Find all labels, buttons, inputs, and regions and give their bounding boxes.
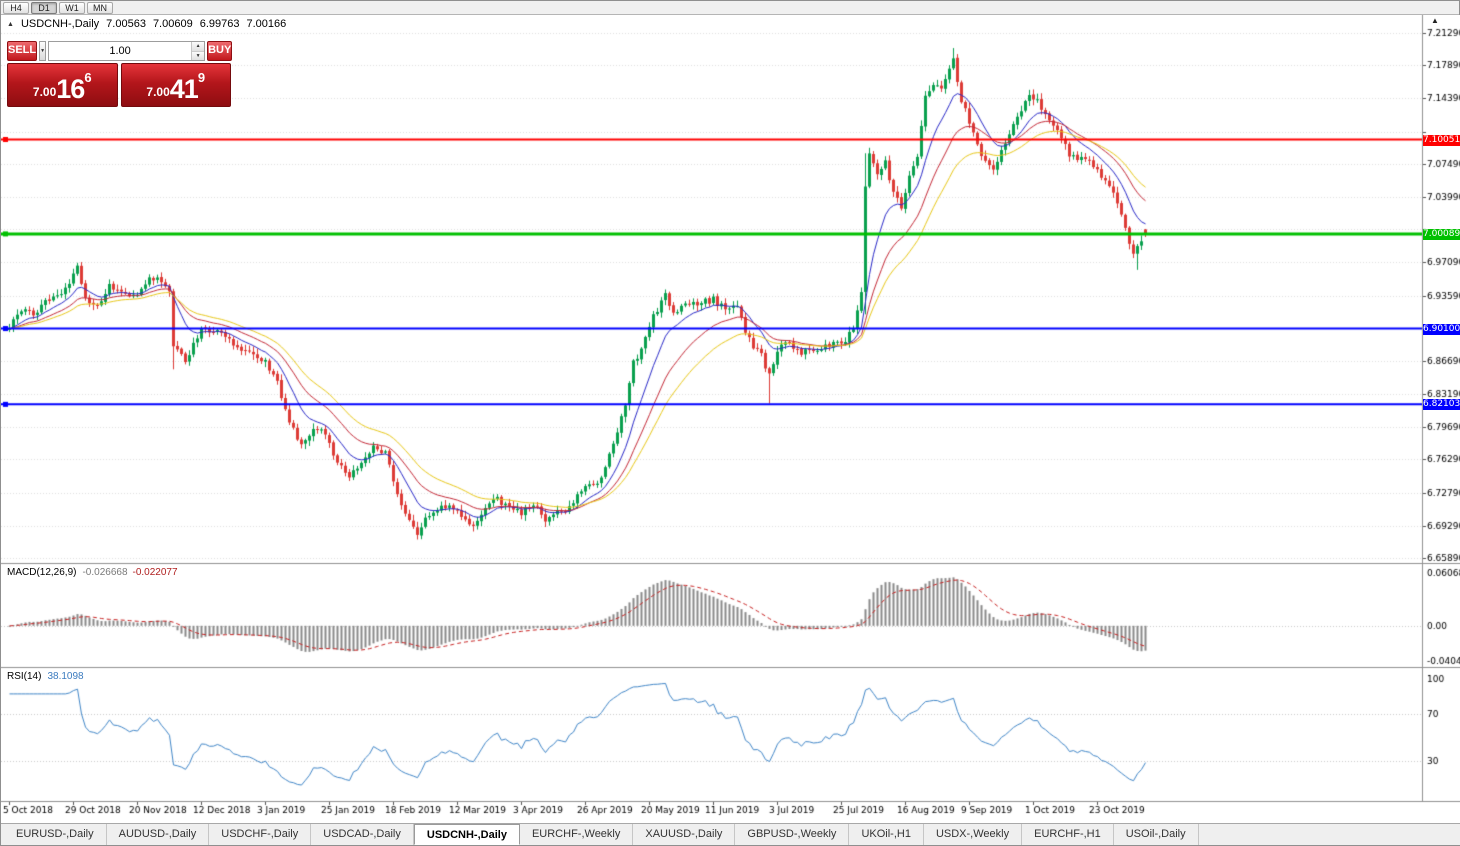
chart-tab-audusd-daily[interactable]: AUDUSD-,Daily <box>107 824 210 845</box>
chart-title: ▲ USDCNH-,Daily 7.00563 7.00609 6.99763 … <box>7 18 286 30</box>
chart-tab-usoil-daily[interactable]: USOil-,Daily <box>1114 824 1199 845</box>
timeframe-button-d1[interactable]: D1 <box>31 1 57 14</box>
chart-tab-eurchf-weekly[interactable]: EURCHF-,Weekly <box>520 824 634 845</box>
sell-button[interactable]: SELL <box>7 41 38 61</box>
macd-main-value: -0.026668 <box>82 567 128 578</box>
chart-tab-bar: EURUSD-,Daily AUDUSD-,Daily USDCHF-,Daily U… <box>1 823 1460 845</box>
buy-button[interactable]: BUY <box>207 41 233 61</box>
macd-indicator-label: MACD(12,26,9) -0.026668 -0.022077 <box>7 567 178 578</box>
chart-window: ▲ USDCNH-,Daily 7.00563 7.00609 6.99763 … <box>1 15 1460 825</box>
chart-tab-gbpusd-weekly[interactable]: GBPUSD-,Weekly <box>735 824 850 845</box>
timeframe-button-mn[interactable]: MN <box>87 1 113 14</box>
chart-tab-usdcnh-daily[interactable]: USDCNH-,Daily <box>413 824 520 845</box>
buy-price-tile[interactable]: 7.00 41 9 <box>120 63 231 107</box>
volume-spinner: ▲ ▼ <box>191 42 205 60</box>
hline-price-label-3: 6.90100 <box>1423 324 1460 335</box>
buy-price-big: 41 <box>169 74 199 104</box>
volume-increase-button[interactable]: ▲ <box>192 42 205 52</box>
ohlc-high: 7.00609 <box>152 18 193 30</box>
hline-price-label-1: 7.10051 <box>1423 135 1460 146</box>
ohlc-low: 6.99763 <box>199 18 240 30</box>
chart-tab-usdchf-daily[interactable]: USDCHF-,Daily <box>209 824 312 845</box>
sell-price-tile[interactable]: 7.00 16 6 <box>7 63 118 107</box>
hline-price-label-2: 7.00089 <box>1423 229 1460 240</box>
chart-tab-eurusd-daily[interactable]: EURUSD-,Daily <box>4 824 107 845</box>
volume-field: ▲ ▼ <box>48 41 206 61</box>
scale-collapse-icon[interactable]: ▲ <box>1431 16 1439 25</box>
ohlc-open: 7.00563 <box>106 18 146 30</box>
chart-symbol-period: USDCNH-,Daily <box>20 18 100 30</box>
price-chart-canvas[interactable] <box>1 15 1460 825</box>
sell-price-pipette: 6 <box>84 70 92 85</box>
chart-icon: ▲ <box>7 20 14 28</box>
timeframe-toolbar: H4 D1 W1 MN <box>1 1 1459 15</box>
sell-price-prefix: 7.00 <box>32 85 57 99</box>
hline-price-label-4: 6.82103 <box>1423 399 1460 410</box>
one-click-trading-panel: SELL ▼ ▲ ▼ BUY 7.00 16 6 7.0 <box>7 41 233 107</box>
chart-tab-usdcad-daily[interactable]: USDCAD-,Daily <box>311 824 414 845</box>
macd-name: MACD(12,26,9) <box>7 567 77 578</box>
ohlc-close: 7.00166 <box>246 18 287 30</box>
buy-price-pipette: 9 <box>197 70 206 85</box>
timeframe-button-w1[interactable]: W1 <box>59 1 85 14</box>
volume-dropdown-button[interactable]: ▼ <box>39 41 47 61</box>
rsi-value: 38.1098 <box>47 671 84 682</box>
buy-price-prefix: 7.00 <box>146 85 170 99</box>
macd-signal-value: -0.022077 <box>132 567 178 578</box>
timeframe-button-h4[interactable]: H4 <box>3 1 29 14</box>
chart-tab-eurchf-h1[interactable]: EURCHF-,H1 <box>1022 824 1114 845</box>
chart-tab-usdx-weekly[interactable]: USDX-,Weekly <box>924 824 1023 845</box>
rsi-name: RSI(14) <box>7 671 42 682</box>
volume-input[interactable] <box>49 42 192 60</box>
chart-tab-ukoil-h1[interactable]: UKOil-,H1 <box>849 824 924 845</box>
rsi-indicator-label: RSI(14) 38.1098 <box>7 671 84 682</box>
sell-price-big: 16 <box>56 74 85 104</box>
chart-tab-xauusd-daily[interactable]: XAUUSD-,Daily <box>633 824 736 845</box>
volume-decrease-button[interactable]: ▼ <box>192 51 205 60</box>
